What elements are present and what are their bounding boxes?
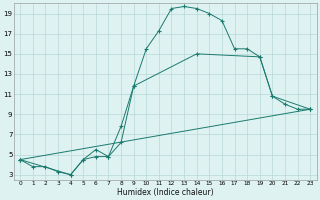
X-axis label: Humidex (Indice chaleur): Humidex (Indice chaleur) bbox=[117, 188, 213, 197]
